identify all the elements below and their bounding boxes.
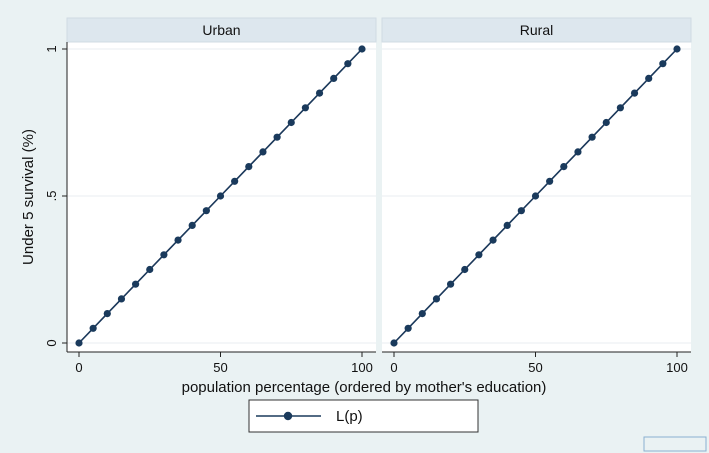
data-point <box>344 60 352 68</box>
data-point <box>330 74 338 82</box>
y-tick-label: 0 <box>44 339 59 346</box>
x-tick-label: 100 <box>351 360 373 375</box>
data-point <box>574 148 582 156</box>
panel-urban: Urban 0 50 100 0 .5 1 <box>44 17 377 375</box>
x-axis-title: population percentage (ordered by mother… <box>182 379 547 396</box>
data-point <box>259 148 267 156</box>
x-tick-label: 0 <box>390 360 397 375</box>
data-point <box>630 89 639 97</box>
data-point <box>160 251 168 259</box>
data-point <box>146 265 154 274</box>
panel-title: Rural <box>520 22 553 38</box>
panel-strip <box>66 17 377 43</box>
data-point <box>245 163 253 171</box>
data-point <box>588 133 596 141</box>
x-tick-label: 0 <box>75 360 82 375</box>
data-point <box>673 45 681 53</box>
panel-title: Urban <box>202 22 240 38</box>
y-axis-title: Under 5 survival (%) <box>20 129 37 265</box>
corner-box <box>643 436 707 452</box>
data-point <box>103 310 111 318</box>
data-point <box>560 163 568 171</box>
data-point <box>418 310 426 318</box>
data-point <box>546 177 554 185</box>
data-point <box>188 221 196 229</box>
data-point <box>517 207 525 215</box>
x-tick-label: 50 <box>528 360 542 375</box>
x-tick-label: 100 <box>666 360 688 375</box>
data-point <box>432 295 441 303</box>
legend-marker <box>283 411 293 421</box>
data-point <box>301 104 309 112</box>
data-point <box>616 104 625 112</box>
data-point <box>273 133 281 141</box>
data-point <box>202 207 210 215</box>
x-tick-label: 50 <box>213 360 227 375</box>
data-point <box>404 324 412 332</box>
y-tick-label: 1 <box>44 45 59 52</box>
panel-rural: Rural 0 50 100 <box>381 17 692 375</box>
data-point <box>645 74 653 82</box>
legend: L(p) <box>248 399 479 433</box>
legend-entry: L(p) <box>336 408 363 425</box>
data-point <box>174 236 182 244</box>
data-point <box>503 221 511 229</box>
data-point <box>132 280 140 288</box>
data-point <box>475 251 483 259</box>
y-tick-label: .5 <box>44 191 59 202</box>
data-point <box>447 280 455 288</box>
data-point <box>489 236 497 244</box>
data-point <box>315 89 324 97</box>
data-point <box>659 60 667 68</box>
data-point <box>602 118 610 127</box>
data-point <box>390 339 398 347</box>
data-point <box>117 295 126 303</box>
data-point <box>358 45 366 53</box>
data-point <box>531 192 540 200</box>
data-point <box>231 177 239 185</box>
data-point <box>89 324 97 332</box>
data-point <box>287 118 295 127</box>
data-point <box>75 339 83 347</box>
data-point <box>461 265 469 274</box>
data-point <box>216 192 225 200</box>
panel-strip <box>381 17 692 43</box>
